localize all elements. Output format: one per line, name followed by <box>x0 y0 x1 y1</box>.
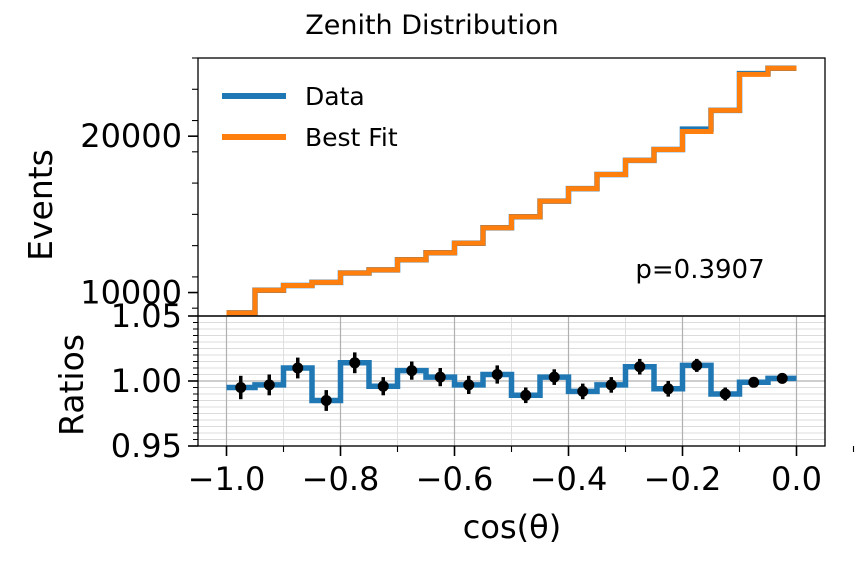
legend-label-data: Data <box>305 82 365 111</box>
ratio-y-tick-label: 0.95 <box>111 427 182 465</box>
main-y-minor-ticks <box>192 57 198 309</box>
ratio-point <box>520 389 532 401</box>
main-y-tick-label: 10000 <box>80 274 182 312</box>
x-tick-label: −0.8 <box>302 460 380 498</box>
main-y-tick-label: 20000 <box>80 117 182 155</box>
main-y-ticks: 10000 20000 <box>80 117 198 312</box>
ratio-point <box>748 376 760 388</box>
ratio-point <box>235 382 247 393</box>
ratio-point <box>406 365 418 377</box>
chart-title: Zenith Distribution <box>305 10 559 41</box>
ratio-point <box>463 379 475 391</box>
x-tick-label: −0.6 <box>416 460 494 498</box>
ratio-point <box>634 361 646 373</box>
ratio-point <box>719 388 731 400</box>
ratio-point <box>320 395 332 406</box>
x-tick-label: −0.2 <box>644 460 722 498</box>
ratio-y-tick-label: 1.05 <box>111 297 182 335</box>
ratio-point <box>691 359 703 371</box>
ratio-y-tick-label: 1.00 <box>111 362 182 400</box>
ratio-point <box>776 372 788 384</box>
main-panel: 10000 20000 Zenith Distribution Events p=… <box>21 10 826 317</box>
ratio-point <box>434 371 446 383</box>
ratio-point <box>292 362 304 374</box>
ratio-y-ticks: 0.95 1.00 1.05 <box>111 297 198 465</box>
ratio-point <box>377 380 389 392</box>
x-ticks: −1.0 −0.8 −0.6 −0.4 −0.2 0.0 <box>188 446 855 498</box>
p-value-annotation: p=0.3907 <box>635 255 764 285</box>
ratio-panel: 0.95 1.00 1.05 −1.0 −0.8 −0.6 −0.4 −0.2 0.0 Rat… <box>52 297 855 546</box>
ratio-point <box>349 357 361 369</box>
x-tick-label: −1.0 <box>188 460 266 498</box>
y-axis-label-ratios: Ratios <box>52 334 91 436</box>
ratio-point <box>605 379 617 391</box>
ratio-point <box>263 379 275 391</box>
legend-label-best-fit: Best Fit <box>305 123 398 152</box>
step-series-best-fit <box>226 65 797 316</box>
x-axis-label: cos(θ) <box>463 508 561 546</box>
legend: Data Best Fit <box>222 82 398 152</box>
ratio-point <box>548 371 560 383</box>
y-axis-label-events: Events <box>21 149 60 261</box>
main-step-series <box>226 65 797 316</box>
x-tick-label: −0.4 <box>530 460 608 498</box>
ratio-point <box>491 369 503 380</box>
ratio-point <box>577 385 589 397</box>
x-tick-label: 0.0 <box>771 460 822 498</box>
ratio-points <box>235 352 788 411</box>
ratio-point <box>662 383 674 395</box>
